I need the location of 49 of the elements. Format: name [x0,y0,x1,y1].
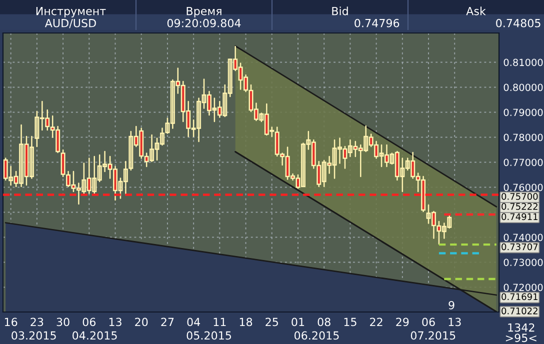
y-tick-label: 0.80000 [504,84,543,92]
y-tick-label: 0.72000 [504,284,543,292]
text: 07.2015 [410,331,456,340]
text: 1342 [508,323,534,332]
y-tick-label: 0.74000 [504,234,543,242]
series-label: 0.75222 [502,203,538,210]
text: 0.74805 [496,18,540,28]
y-tick-label: 0.79000 [504,108,543,116]
y-tick-label: 0.78000 [504,134,543,142]
x-tick-label: 22 [370,318,382,326]
text: Время [186,7,222,18]
x-tick-label: 23 [30,318,44,326]
text: 09:20:09.804 [167,18,241,28]
x-tick-label: 16 [4,318,18,326]
series-label: 0.71691 [502,293,538,300]
series-label: 0.74911 [502,213,538,220]
x-tick-label: 20 [135,318,148,326]
text: 05.2015 [186,331,232,340]
x-tick-label: 25 [266,318,278,326]
text: 06.2015 [294,331,339,340]
text: 04.2015 [72,331,117,340]
text: 0.74796 [354,18,400,28]
text: Ask [466,6,486,16]
y-tick-label: 0.76000 [504,184,543,192]
x-tick-label: 01 [292,318,304,326]
annotation: 9 [448,300,454,310]
text: >95< [506,334,536,342]
text: AUD/USD [44,18,96,28]
x-tick-label: 30 [56,318,70,326]
x-tick-label: 29 [396,318,409,326]
y-tick-label: 0.77000 [504,158,543,166]
y-tick-label: 0.73000 [504,258,543,266]
x-tick-label: 18 [240,318,252,326]
series-label: 0.73707 [502,243,538,250]
text: Инструмент [36,7,106,18]
text: 03.2015 [12,331,56,340]
y-tick-label: 0.81000 [504,58,543,66]
x-tick-label: 15 [344,318,356,326]
text: Bid [332,6,348,16]
ref-line-label: 0.75700 [502,193,538,200]
series-label: 0.71022 [502,307,538,314]
x-tick-label: 08 [318,318,330,326]
x-tick-label: 27 [161,318,174,326]
x-tick-label: 06 [422,318,435,326]
x-tick-label: 06 [82,318,96,326]
x-tick-label: 13 [109,318,122,326]
x-tick-label: 04 [187,318,200,326]
x-tick-label: 11 [214,318,226,326]
x-tick-label: 13 [448,318,461,326]
